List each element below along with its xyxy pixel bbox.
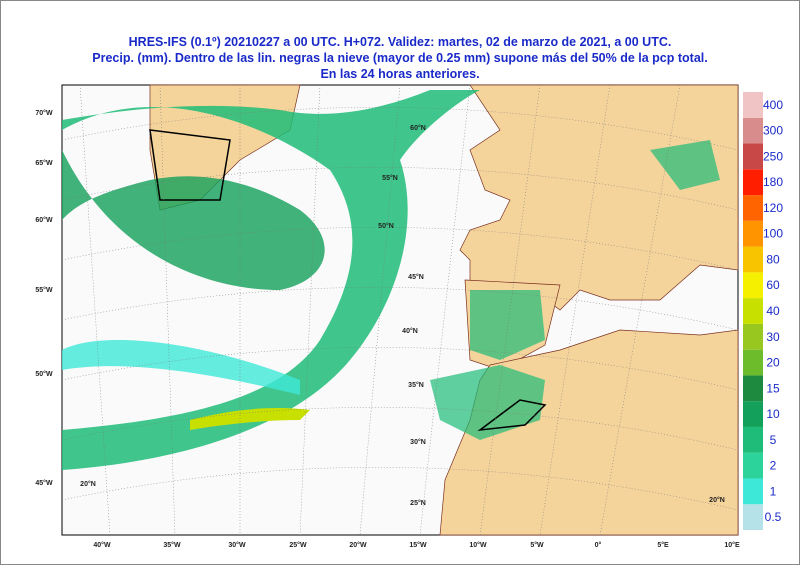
legend-label: 250 bbox=[763, 149, 783, 163]
lat-inner-label: 20°N bbox=[80, 480, 96, 488]
legend-swatch bbox=[743, 298, 763, 324]
legend-swatch bbox=[743, 195, 763, 221]
legend-swatch bbox=[743, 272, 763, 299]
legend-label: 20 bbox=[766, 356, 780, 370]
lat-label: 70°W bbox=[35, 109, 53, 117]
legend-label: 180 bbox=[763, 175, 783, 189]
map bbox=[61, 84, 739, 536]
legend-label: 0.5 bbox=[765, 510, 782, 524]
legend-label: 40 bbox=[766, 304, 780, 318]
lat-inner-label: 60°N bbox=[410, 124, 426, 132]
lat-inner-label: 40°N bbox=[402, 327, 418, 335]
lon-label: 10°W bbox=[469, 541, 487, 549]
legend-label: 120 bbox=[763, 201, 783, 215]
lat-inner-label: 20°N bbox=[709, 496, 725, 504]
legend-swatch bbox=[743, 452, 763, 479]
legend-label: 30 bbox=[766, 330, 780, 344]
legend-label: 400 bbox=[763, 98, 783, 112]
lat-label: 45°W bbox=[35, 479, 53, 487]
lon-label: 20°W bbox=[349, 541, 367, 549]
lat-label: 60°W bbox=[35, 216, 53, 224]
lon-label: 5°W bbox=[530, 541, 544, 549]
lat-inner-label: 55°N bbox=[382, 174, 398, 182]
lon-label: 0° bbox=[595, 541, 602, 549]
legend-label: 5 bbox=[770, 433, 777, 447]
legend-swatch bbox=[743, 169, 763, 196]
legend-swatch bbox=[743, 401, 763, 427]
lon-label: 5°E bbox=[657, 541, 669, 549]
legend-label: 60 bbox=[766, 278, 780, 292]
legend-swatch bbox=[743, 349, 763, 376]
lon-label: 30°W bbox=[228, 541, 246, 549]
legend-swatch bbox=[743, 143, 763, 170]
lon-label: 10°E bbox=[724, 541, 740, 549]
legend-swatch bbox=[743, 504, 763, 530]
legend-label: 80 bbox=[766, 252, 780, 266]
legend-swatch bbox=[743, 92, 763, 118]
lat-inner-label: 50°N bbox=[378, 222, 394, 230]
lon-label: 25°W bbox=[289, 541, 307, 549]
lon-label: 40°W bbox=[93, 541, 111, 549]
legend-label: 2 bbox=[770, 459, 777, 473]
lat-inner-label: 30°N bbox=[410, 438, 426, 446]
legend-swatch bbox=[743, 117, 763, 144]
lat-inner-label: 45°N bbox=[408, 273, 424, 281]
lon-label: 35°W bbox=[163, 541, 181, 549]
legend-swatch bbox=[743, 478, 763, 505]
legend-swatch bbox=[743, 375, 763, 402]
lat-label: 65°W bbox=[35, 159, 53, 167]
legend-label: 300 bbox=[763, 124, 783, 138]
lat-inner-label: 25°N bbox=[410, 499, 426, 507]
lat-label: 50°W bbox=[35, 370, 53, 378]
title-line: En las 24 horas anteriores. bbox=[320, 67, 479, 81]
legend-label: 100 bbox=[763, 227, 783, 241]
legend-swatch bbox=[743, 426, 763, 453]
legend-swatch bbox=[743, 246, 763, 273]
title-line: HRES-IFS (0.1º) 20210227 a 00 UTC. H+072… bbox=[129, 35, 672, 49]
lon-label: 15°W bbox=[409, 541, 427, 549]
legend-label: 15 bbox=[766, 381, 780, 395]
legend-swatch bbox=[743, 323, 763, 350]
lat-inner-label: 35°N bbox=[408, 381, 424, 389]
legend-label: 10 bbox=[766, 407, 780, 421]
lat-label: 55°W bbox=[35, 286, 53, 294]
title-line: Precip. (mm). Dentro de las lin. negras … bbox=[92, 51, 707, 65]
legend-swatch bbox=[743, 220, 763, 247]
legend-label: 1 bbox=[770, 484, 777, 498]
